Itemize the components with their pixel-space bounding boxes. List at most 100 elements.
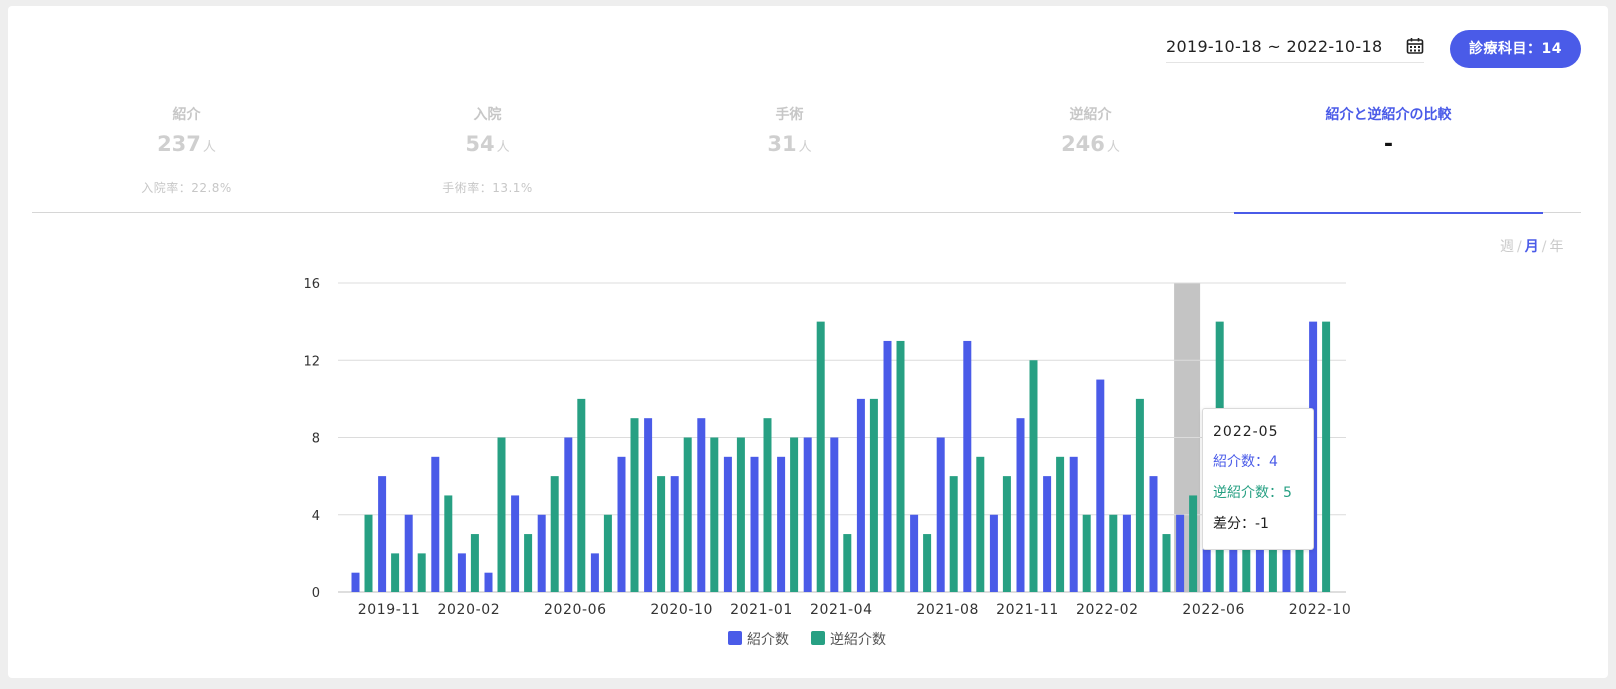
tab-admission[interactable]: 入院 54 人 手術率：13.1% bbox=[333, 98, 642, 212]
bar-reverse-referral bbox=[444, 495, 453, 592]
bar-referral bbox=[590, 553, 599, 592]
period-week[interactable]: 週 bbox=[1500, 239, 1514, 255]
bar-referral bbox=[697, 418, 706, 592]
tab-value: 237 人 bbox=[157, 132, 216, 156]
date-range-text: 2019-10-18 ~ 2022-10-18 bbox=[1166, 37, 1383, 56]
y-tick-label: 4 bbox=[312, 509, 320, 524]
bar-referral bbox=[1016, 418, 1025, 592]
x-tick-label: 2021-11 bbox=[996, 602, 1059, 618]
x-tick-label: 2020-06 bbox=[544, 602, 607, 618]
bar-referral bbox=[404, 514, 413, 592]
tab-label: 逆紹介 bbox=[1069, 107, 1112, 123]
chart-tooltip: 2022-05 紹介数：4 逆紹介数：5 差分：-1 bbox=[1202, 408, 1314, 550]
bar-reverse-referral bbox=[1322, 321, 1331, 592]
tooltip-referral: 紹介数：4 bbox=[1213, 454, 1278, 470]
period-year[interactable]: 年 bbox=[1549, 239, 1564, 255]
tab-value: 31 人 bbox=[767, 132, 812, 156]
bar-referral bbox=[1149, 476, 1158, 592]
bar-referral bbox=[883, 340, 892, 592]
bar-referral bbox=[936, 437, 945, 592]
tab-reverse-referral[interactable]: 逆紹介 246 人 bbox=[936, 98, 1245, 212]
bar-reverse-referral bbox=[843, 534, 852, 592]
bar-reverse-referral bbox=[736, 437, 745, 592]
bar-reverse-referral bbox=[391, 553, 400, 592]
bar-referral bbox=[750, 456, 759, 592]
bar-referral bbox=[431, 456, 440, 592]
bar-referral bbox=[378, 476, 387, 592]
bar-reverse-referral bbox=[630, 418, 639, 592]
y-tick-label: 16 bbox=[303, 277, 320, 292]
bar-reverse-referral bbox=[417, 553, 426, 592]
x-tick-label: 2019-11 bbox=[358, 602, 421, 618]
bar-reverse-referral bbox=[1135, 398, 1144, 592]
bar-reverse-referral bbox=[657, 476, 666, 592]
bar-reverse-referral bbox=[577, 398, 586, 592]
bar-reverse-referral bbox=[1109, 514, 1118, 592]
bar-reverse-referral bbox=[1029, 360, 1038, 592]
bar-reverse-referral bbox=[683, 437, 692, 592]
tooltip-title: 2022-05 bbox=[1213, 424, 1279, 440]
bar-reverse-referral bbox=[896, 340, 905, 592]
bar-referral bbox=[1176, 514, 1185, 592]
bar-reverse-referral bbox=[790, 437, 799, 592]
bar-referral bbox=[1043, 476, 1052, 592]
bar-referral bbox=[670, 476, 679, 592]
bar-reverse-referral bbox=[1189, 495, 1198, 592]
calendar-icon[interactable] bbox=[1406, 37, 1424, 55]
y-tick-label: 0 bbox=[312, 586, 320, 601]
bar-referral bbox=[484, 572, 493, 592]
tooltip-reverse: 逆紹介数：5 bbox=[1213, 485, 1292, 501]
tooltip-diff: 差分：-1 bbox=[1213, 516, 1269, 532]
bar-referral bbox=[777, 456, 786, 592]
bar-reverse-referral bbox=[603, 514, 612, 592]
bar-reverse-referral bbox=[710, 437, 719, 592]
bar-referral bbox=[1096, 379, 1105, 592]
bar-reverse-referral bbox=[976, 456, 985, 592]
bar-reverse-referral bbox=[524, 534, 533, 592]
department-button[interactable]: 診療科目：14 bbox=[1450, 30, 1581, 68]
bar-referral bbox=[564, 437, 573, 592]
period-separator: / bbox=[1541, 239, 1547, 255]
tab-label: 入院 bbox=[473, 107, 502, 123]
tab-label: 紹介と逆紹介の比較 bbox=[1325, 107, 1452, 123]
bar-referral bbox=[803, 437, 812, 592]
bar-referral bbox=[351, 572, 360, 592]
date-range-picker[interactable]: 2019-10-18 ~ 2022-10-18 bbox=[1166, 32, 1424, 63]
bar-reverse-referral bbox=[497, 437, 506, 592]
bar-reverse-referral bbox=[550, 476, 559, 592]
x-tick-label: 2020-02 bbox=[438, 602, 501, 618]
x-tick-label: 2020-10 bbox=[650, 602, 713, 618]
bar-reverse-referral bbox=[1002, 476, 1011, 592]
legend-label: 紹介数 bbox=[747, 632, 789, 648]
tab-comparison[interactable]: 紹介と逆紹介の比較 - bbox=[1234, 98, 1543, 214]
bar-referral bbox=[1122, 514, 1131, 592]
legend-swatch-referral bbox=[728, 631, 742, 645]
period-month[interactable]: 月 bbox=[1524, 239, 1539, 255]
bar-reverse-referral bbox=[869, 398, 878, 592]
bar-referral bbox=[511, 495, 520, 592]
bar-reverse-referral bbox=[763, 418, 772, 592]
tab-value: 246 人 bbox=[1061, 132, 1120, 156]
bar-reverse-referral bbox=[470, 534, 479, 592]
bar-referral bbox=[457, 553, 466, 592]
bar-reverse-referral bbox=[364, 514, 373, 592]
x-tick-label: 2022-10 bbox=[1289, 602, 1352, 618]
bar-referral bbox=[910, 514, 919, 592]
y-tick-label: 8 bbox=[312, 432, 320, 447]
x-tick-label: 2021-01 bbox=[730, 602, 793, 618]
bar-referral bbox=[723, 456, 732, 592]
period-toggle: 週 / 月 / 年 bbox=[1500, 236, 1563, 256]
legend-swatch-reverse bbox=[811, 631, 825, 645]
bar-referral bbox=[617, 456, 626, 592]
x-tick-label: 2021-04 bbox=[810, 602, 873, 618]
summary-tabs: 紹介 237 人 入院率：22.8% 入院 54 人 手術率：13.1% 手術 31… bbox=[32, 98, 1581, 214]
bar-reverse-referral bbox=[1162, 534, 1171, 592]
tab-surgery[interactable]: 手術 31 人 bbox=[635, 98, 944, 212]
tab-referral[interactable]: 紹介 237 人 入院率：22.8% bbox=[32, 98, 341, 212]
bar-referral bbox=[644, 418, 653, 592]
bar-referral bbox=[537, 514, 546, 592]
tab-rate: 入院率：22.8% bbox=[141, 181, 232, 195]
bar-referral bbox=[1069, 456, 1078, 592]
bar-reverse-referral bbox=[923, 534, 932, 592]
tab-value: - bbox=[1383, 132, 1394, 157]
